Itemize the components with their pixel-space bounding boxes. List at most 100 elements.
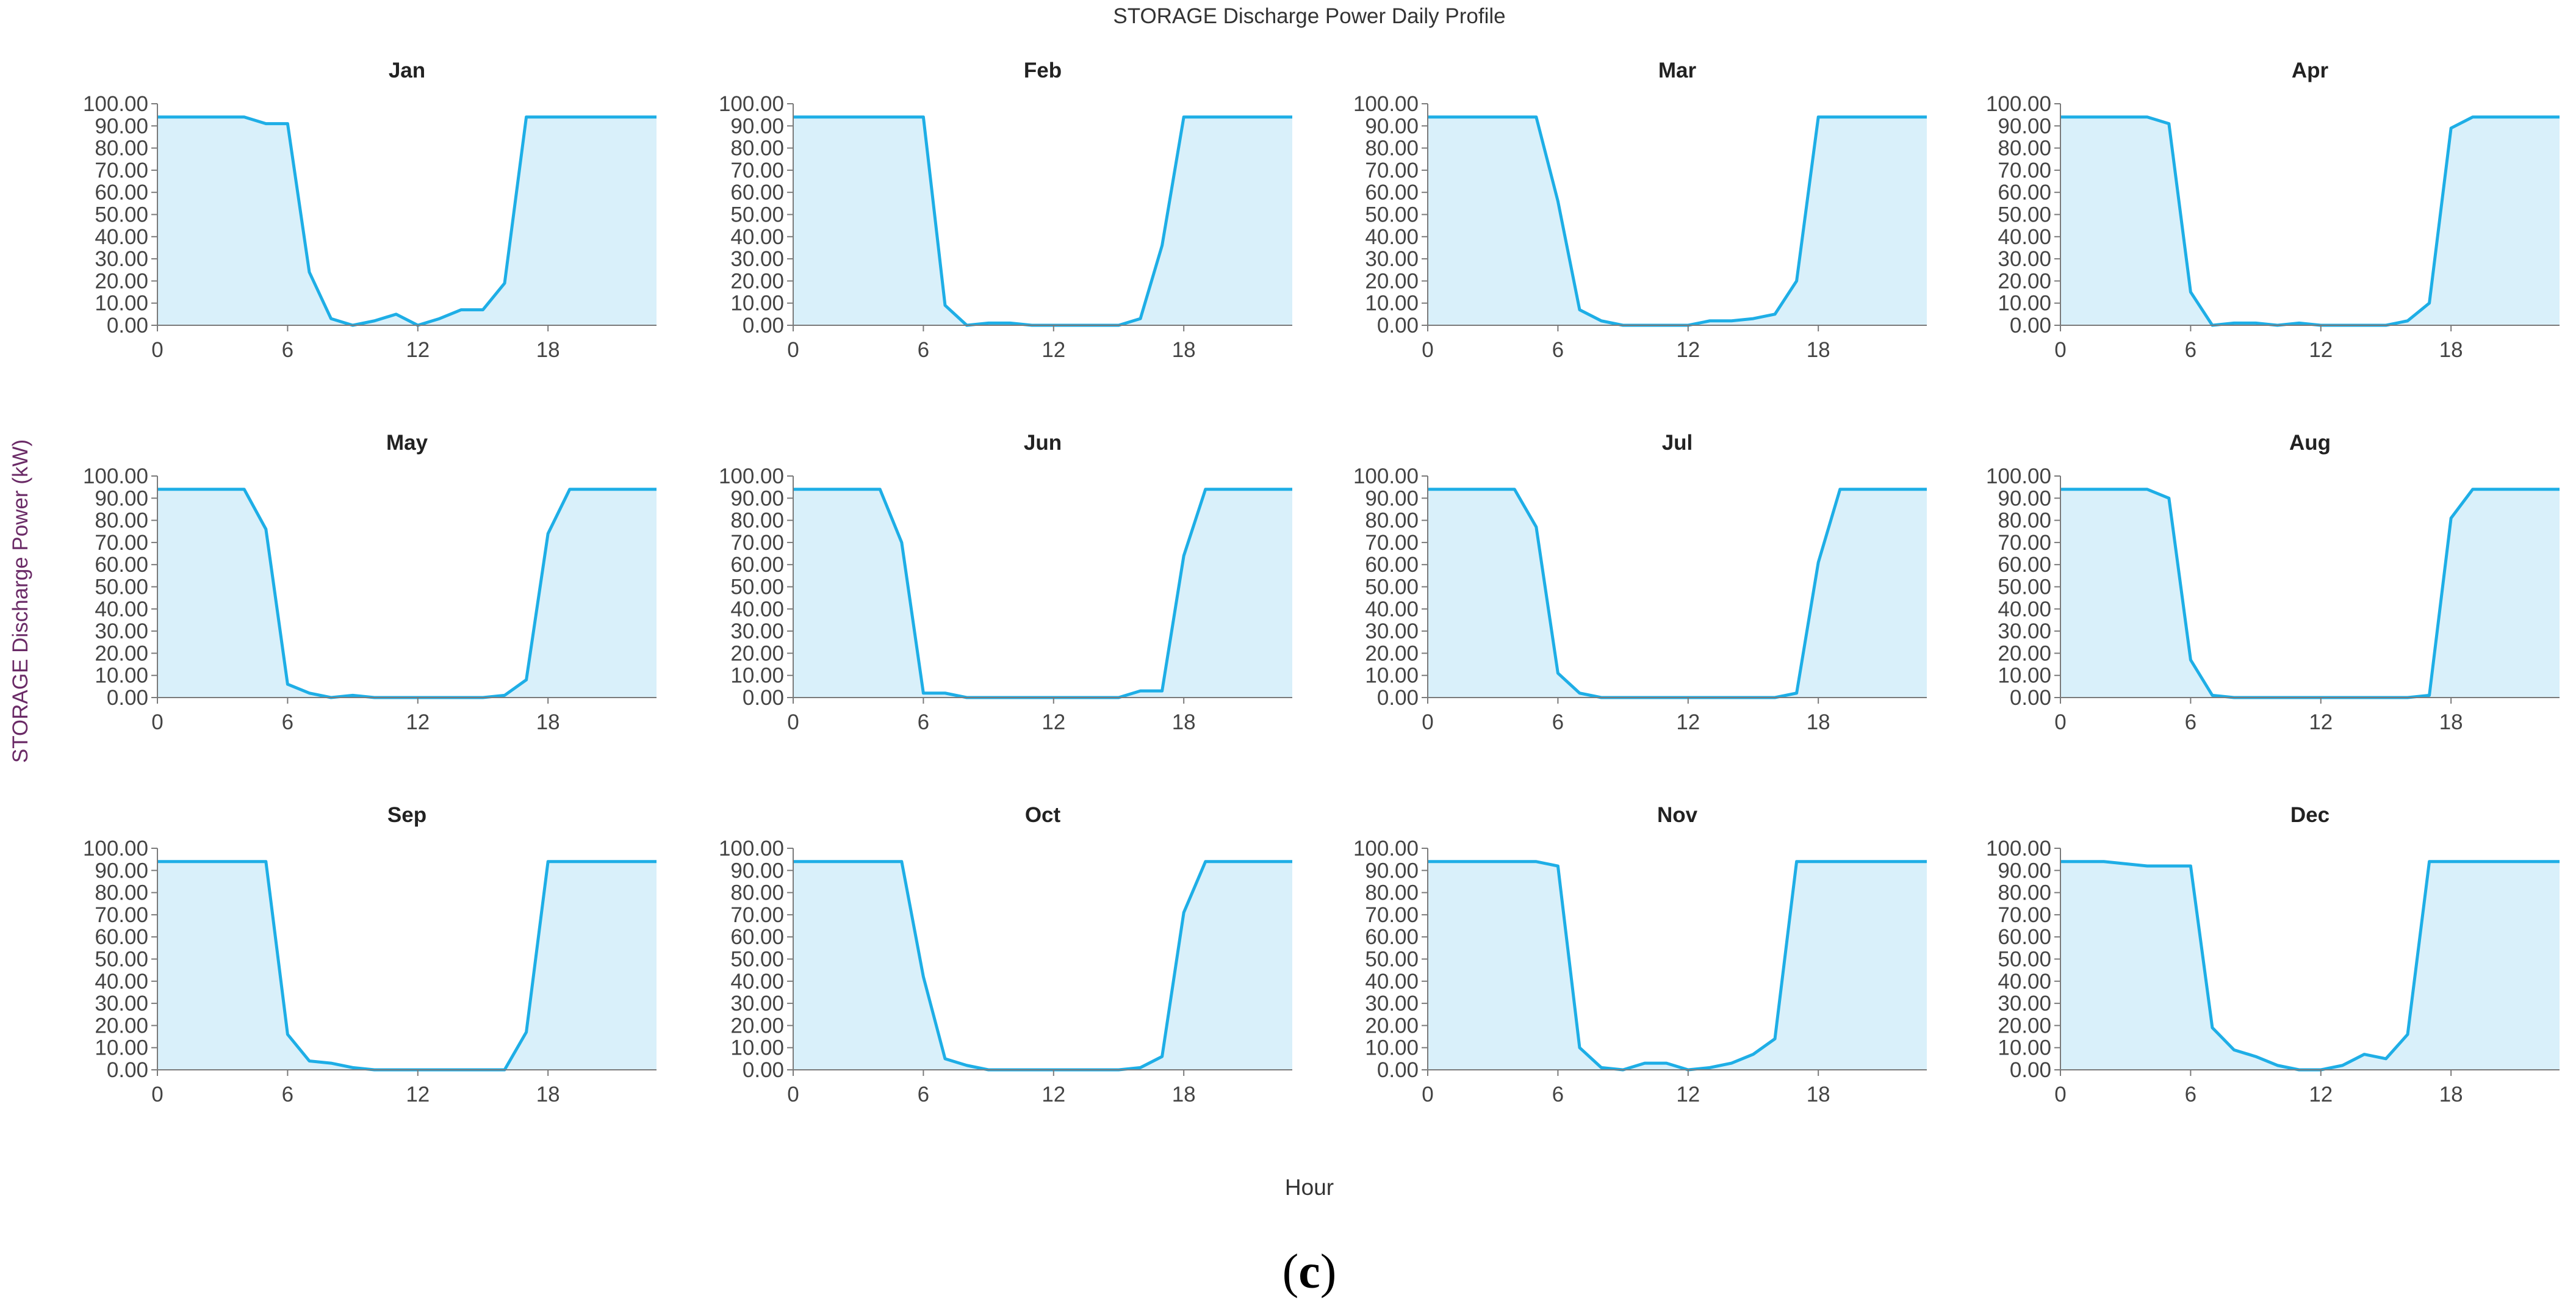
x-tick-label: 12 [2309,1083,2333,1106]
area-fill-jul [1428,489,1927,698]
y-tick-label: 70.00 [730,903,784,927]
series-line-nov [1428,860,1927,1072]
y-tick-label: 80.00 [1365,881,1419,905]
y-tick-label: 30.00 [730,619,784,643]
x-tick-label: 12 [1676,710,1700,734]
y-tick-label: 70.00 [730,531,784,555]
area-fill-oct [793,861,1292,1070]
x-tick-label: 0 [2054,710,2066,734]
y-tick-label: 90.00 [1998,486,2051,510]
panel-jan: Jan 0.0010.0020.0030.0040.0050.0060.0070.… [83,59,657,362]
y-tick-label: 40.00 [730,970,784,994]
x-tick-label: 6 [282,710,293,734]
y-tick-label: 40.00 [730,225,784,249]
y-tick-label: 0.00 [2010,314,2051,337]
y-tick-label: 20.00 [95,269,148,293]
y-tick-label: 50.00 [1998,203,2051,227]
y-tick-label: 20.00 [1998,269,2051,293]
y-tick-label: 10.00 [730,664,784,688]
y-tick-label: 30.00 [1998,247,2051,271]
y-tick-label: 0.00 [2010,686,2051,710]
panel-sep: Sep 0.0010.0020.0030.0040.0050.0060.0070.… [83,803,657,1106]
y-tick-label: 80.00 [1365,509,1419,533]
y-tick-label: 100.00 [1353,92,1419,116]
y-tick-label: 0.00 [743,1058,784,1082]
y-tick-label: 40.00 [95,970,148,994]
panel-jul: Jul 0.0010.0020.0030.0040.0050.0060.0070.… [1353,431,1927,734]
x-tick-label: 18 [1807,338,1830,362]
y-tick-label: 70.00 [95,903,148,927]
y-tick-label: 60.00 [95,181,148,204]
y-tick-label: 20.00 [95,641,148,665]
x-tick-label: 0 [2054,338,2066,362]
panel-mar: Mar 0.0010.0020.0030.0040.0050.0060.0070.… [1353,59,1927,362]
y-tick-label: 30.00 [95,619,148,643]
y-tick-label: 70.00 [95,531,148,555]
y-tick-label: 10.00 [95,292,148,316]
y-tick-label: 60.00 [730,181,784,204]
panel-title-apr: Apr [2292,59,2329,82]
y-tick-label: 40.00 [1998,970,2051,994]
y-tick-label: 100.00 [719,837,784,860]
x-tick-label: 6 [918,710,929,734]
y-tick-label: 90.00 [730,486,784,510]
y-tick-label: 100.00 [83,464,148,488]
panel-jun: Jun 0.0010.0020.0030.0040.0050.0060.0070.… [719,431,1292,734]
panel-apr: Apr 0.0010.0020.0030.0040.0050.0060.0070.… [1986,59,2560,362]
y-tick-label: 80.00 [1365,137,1419,161]
area-fill-dec [2060,861,2560,1070]
y-tick-label: 10.00 [1998,664,2051,688]
x-tick-label: 12 [406,710,430,734]
y-tick-label: 10.00 [1365,664,1419,688]
y-tick-label: 90.00 [1365,486,1419,510]
panel-title-oct: Oct [1025,803,1061,827]
y-tick-label: 40.00 [1998,225,2051,249]
y-tick-label: 100.00 [719,92,784,116]
y-tick-label: 40.00 [1365,597,1419,621]
y-tick-label: 10.00 [95,664,148,688]
y-tick-label: 50.00 [1365,948,1419,972]
y-tick-label: 80.00 [730,137,784,161]
x-tick-label: 12 [1042,338,1065,362]
y-tick-label: 80.00 [730,881,784,905]
y-tick-label: 80.00 [1998,509,2051,533]
panel-title-jul: Jul [1662,431,1693,455]
y-tick-label: 10.00 [95,1036,148,1060]
y-tick-label: 40.00 [95,225,148,249]
y-tick-label: 30.00 [1998,619,2051,643]
y-tick-label: 60.00 [730,553,784,577]
y-tick-label: 10.00 [1998,1036,2051,1060]
y-tick-label: 40.00 [95,597,148,621]
y-tick-label: 40.00 [730,597,784,621]
y-tick-label: 70.00 [1998,903,2051,927]
panel-title-aug: Aug [2289,431,2331,455]
y-tick-label: 80.00 [95,137,148,161]
x-tick-label: 6 [918,338,929,362]
y-tick-label: 20.00 [1365,269,1419,293]
y-tick-label: 0.00 [743,686,784,710]
x-tick-label: 0 [787,1083,799,1106]
x-tick-label: 18 [1172,338,1196,362]
y-tick-label: 0.00 [1377,314,1419,337]
y-tick-label: 20.00 [1998,1014,2051,1037]
area-fill-feb [793,117,1292,325]
y-tick-label: 50.00 [1365,575,1419,599]
y-tick-label: 40.00 [1998,597,2051,621]
y-tick-label: 90.00 [730,114,784,138]
x-tick-label: 18 [1807,1083,1830,1106]
y-tick-label: 30.00 [730,992,784,1016]
y-tick-label: 50.00 [730,948,784,972]
x-tick-label: 12 [406,1083,430,1106]
y-tick-label: 100.00 [1986,837,2051,860]
x-tick-label: 0 [2054,1083,2066,1106]
y-tick-label: 80.00 [1998,137,2051,161]
chart-title: STORAGE Discharge Power Daily Profile [1113,4,1505,28]
y-tick-label: 50.00 [1998,948,2051,972]
y-tick-label: 0.00 [743,314,784,337]
area-fill-apr [2060,117,2560,325]
x-tick-label: 12 [2309,710,2333,734]
panel-title-jun: Jun [1024,431,1062,455]
y-tick-label: 50.00 [1365,203,1419,227]
area-fill-mar [1428,117,1927,325]
